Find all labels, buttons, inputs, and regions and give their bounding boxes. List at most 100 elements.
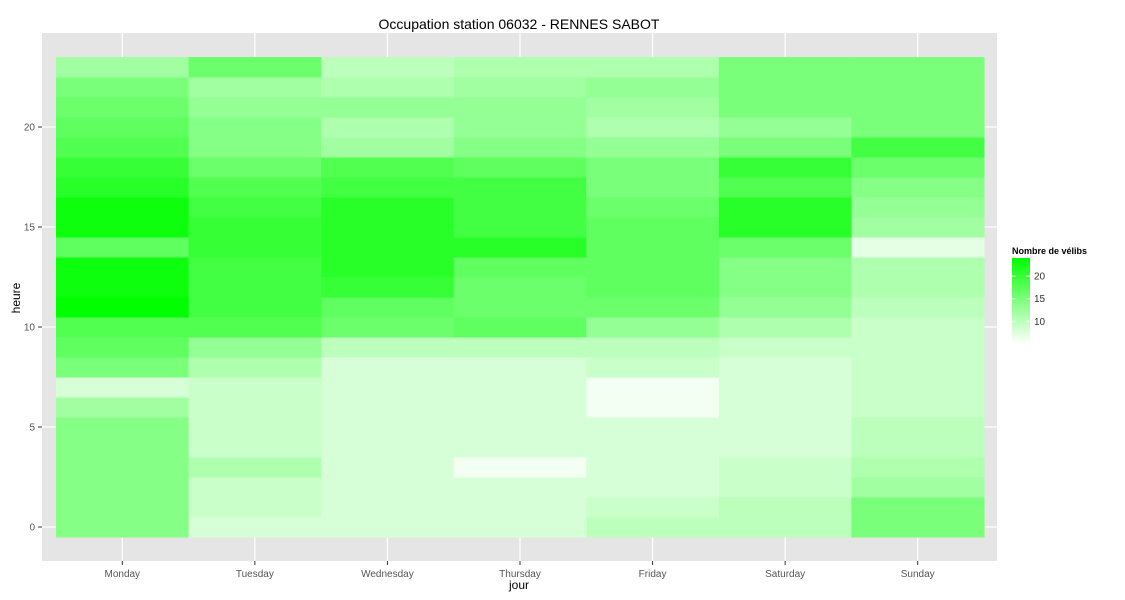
heatmap-cell: [321, 337, 455, 358]
heatmap-cell: [188, 257, 322, 278]
heatmap-cell: [453, 77, 587, 98]
heatmap-cell: [56, 517, 190, 538]
heatmap-cell: [321, 57, 455, 78]
heatmap-cell: [718, 177, 852, 198]
heatmap-cell: [321, 357, 455, 378]
heatmap-cell: [188, 277, 322, 298]
heatmap-cell: [56, 457, 190, 478]
y-axis-label: heure: [9, 282, 23, 313]
heatmap-cell: [453, 297, 587, 318]
chart-title: Occupation station 06032 - RENNES SABOT: [379, 16, 660, 32]
heatmap-cell: [851, 117, 985, 138]
heatmap-cell: [851, 77, 985, 98]
heatmap-cell: [586, 397, 720, 418]
heatmap-cell: [56, 277, 190, 298]
heatmap-cell: [188, 157, 322, 178]
heatmap-cell: [586, 117, 720, 138]
heatmap-cell: [56, 437, 190, 458]
heatmap-cell: [56, 397, 190, 418]
heatmap-cell: [718, 97, 852, 118]
heatmap-cell: [453, 477, 587, 498]
heatmap-cell: [586, 97, 720, 118]
heatmap-cell: [188, 377, 322, 398]
heatmap-cell: [453, 357, 587, 378]
heatmap-cell: [321, 477, 455, 498]
y-tick-label: 5: [29, 423, 35, 434]
heatmap-cell: [188, 237, 322, 258]
heatmap-cell: [851, 517, 985, 538]
heatmap-cell: [56, 77, 190, 98]
heatmap-cell: [453, 257, 587, 278]
heatmap-cell: [188, 457, 322, 478]
x-tick-label: Monday: [104, 569, 140, 580]
legend-colorbar: [1012, 258, 1030, 344]
legend-tick-label: 15: [1034, 294, 1046, 305]
heatmap-cell: [188, 397, 322, 418]
heatmap-cell: [851, 417, 985, 438]
heatmap-cell: [56, 97, 190, 118]
heatmap-cell: [188, 417, 322, 438]
legend-title: Nombre de vélibs: [1012, 246, 1087, 256]
heatmap-cell: [56, 297, 190, 318]
heatmap-cell: [453, 137, 587, 158]
heatmap-cell: [453, 237, 587, 258]
heatmap-cell: [851, 377, 985, 398]
heatmap-cell: [188, 117, 322, 138]
y-tick-label: 10: [24, 323, 36, 334]
legend-tick-label: 20: [1034, 272, 1046, 283]
heatmap-cell: [56, 217, 190, 238]
legend-tick-label: 10: [1034, 317, 1046, 328]
heatmap-cell: [586, 77, 720, 98]
heatmap-cell: [56, 137, 190, 158]
heatmap-cell: [851, 457, 985, 478]
heatmap-cell: [851, 157, 985, 178]
heatmap-cell: [453, 57, 587, 78]
heatmap-cell: [718, 117, 852, 138]
heatmap-cell: [851, 357, 985, 378]
heatmap-cell: [56, 157, 190, 178]
heatmap-cell: [586, 137, 720, 158]
heatmap-cell: [851, 277, 985, 298]
heatmap-cell: [586, 197, 720, 218]
heatmap-cell: [56, 197, 190, 218]
heatmap-cell: [851, 217, 985, 238]
heatmap-cell: [188, 337, 322, 358]
heatmap-cells: [56, 57, 985, 538]
heatmap-cell: [188, 77, 322, 98]
heatmap-cell: [188, 517, 322, 538]
heatmap-cell: [56, 497, 190, 518]
heatmap-cell: [453, 277, 587, 298]
heatmap-cell: [188, 497, 322, 518]
heatmap-cell: [188, 437, 322, 458]
heatmap-cell: [56, 57, 190, 78]
y-tick-label: 0: [29, 523, 35, 534]
heatmap-cell: [718, 217, 852, 238]
heatmap-cell: [453, 417, 587, 438]
heatmap-cell: [321, 497, 455, 518]
heatmap-cell: [586, 337, 720, 358]
heatmap-cell: [586, 457, 720, 478]
heatmap-cell: [453, 197, 587, 218]
heatmap-cell: [851, 337, 985, 358]
heatmap-cell: [321, 297, 455, 318]
heatmap-cell: [188, 137, 322, 158]
x-tick-label: Wednesday: [361, 569, 414, 580]
heatmap-cell: [188, 177, 322, 198]
heatmap-cell: [321, 197, 455, 218]
heatmap-cell: [718, 197, 852, 218]
heatmap-cell: [453, 117, 587, 138]
x-tick-label: Thursday: [499, 569, 541, 580]
y-axis: 0 5 10 15 20: [24, 123, 42, 534]
heatmap-cell: [453, 377, 587, 398]
heatmap-cell: [56, 357, 190, 378]
heatmap-cell: [718, 157, 852, 178]
heatmap-cell: [453, 317, 587, 338]
heatmap-cell: [321, 217, 455, 238]
heatmap-cell: [851, 437, 985, 458]
heatmap-cell: [718, 137, 852, 158]
heatmap-cell: [321, 377, 455, 398]
heatmap-cell: [718, 517, 852, 538]
heatmap-cell: [321, 77, 455, 98]
heatmap-cell: [321, 177, 455, 198]
